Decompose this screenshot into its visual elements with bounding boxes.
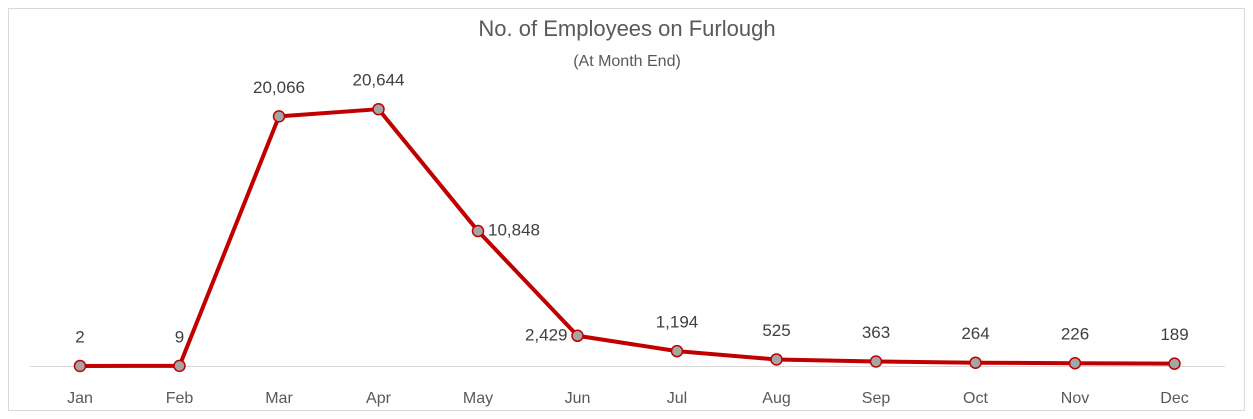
marker (73, 359, 87, 373)
data-label: 2,429 (525, 325, 568, 344)
x-tick-label: Apr (366, 390, 392, 407)
x-tick-label: Jan (67, 390, 93, 407)
data-label: 9 (175, 327, 184, 346)
data-label: 2 (75, 327, 84, 346)
x-tick-label: Mar (265, 390, 293, 407)
marker (272, 110, 286, 123)
marker (571, 329, 584, 343)
x-tick-label: Jun (565, 390, 591, 407)
data-label: 226 (1061, 325, 1089, 344)
x-tick-label: Oct (963, 390, 988, 407)
marker (770, 353, 783, 366)
x-tick-label: Dec (1160, 390, 1188, 407)
x-tick-label: Feb (166, 390, 194, 407)
data-label: 264 (961, 324, 989, 343)
marker (372, 102, 385, 116)
marker (173, 359, 186, 373)
x-tick-label: Aug (762, 390, 790, 407)
data-label: 10,848 (488, 221, 540, 240)
data-label: 20,644 (353, 71, 405, 90)
data-label: 363 (862, 323, 890, 342)
marker (1168, 357, 1181, 370)
data-label: 525 (762, 321, 790, 340)
chart-subtitle: (At Month End) (573, 53, 681, 70)
x-tick-label: Jul (667, 390, 687, 407)
data-label: 20,066 (253, 78, 305, 97)
x-tick-label: Nov (1061, 390, 1089, 407)
data-label: 189 (1160, 325, 1188, 344)
marker (1068, 356, 1082, 370)
marker (670, 344, 684, 358)
x-tick-label: May (463, 390, 493, 407)
line (79, 107, 1175, 368)
x-tick-label: Sep (862, 390, 891, 407)
marker (869, 355, 883, 368)
chart-title: No. of Employees on Furlough (478, 16, 775, 41)
data-label: 1,194 (656, 313, 699, 332)
marker (471, 224, 485, 238)
marker (969, 356, 982, 369)
